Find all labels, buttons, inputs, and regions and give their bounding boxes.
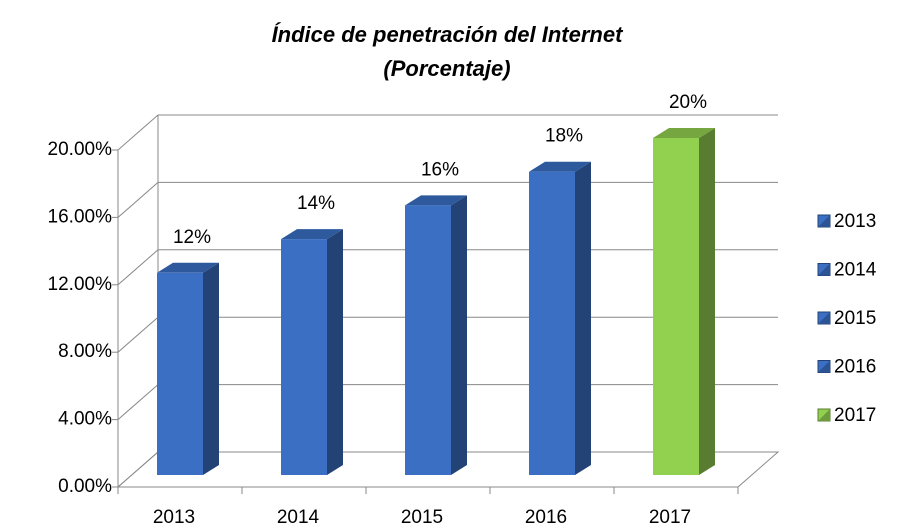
bar-front	[281, 239, 327, 475]
bar-side	[451, 195, 467, 475]
y-tick-label: 12.00%	[48, 274, 113, 295]
legend-label: 2017	[834, 405, 876, 426]
bar-front	[529, 171, 575, 475]
bar-front	[405, 205, 451, 475]
chart-subtitle: (Porcentaje)	[383, 56, 510, 81]
x-tick-label: 2014	[277, 507, 320, 528]
value-label: 16%	[421, 159, 459, 180]
bar	[157, 262, 219, 475]
value-label: 14%	[297, 193, 335, 214]
legend-swatch-shade	[818, 312, 830, 324]
y-tick-label: 4.00%	[58, 409, 112, 430]
x-tick-label: 2016	[525, 507, 567, 528]
legend-label: 2013	[834, 211, 876, 232]
bar-top	[529, 161, 591, 172]
y-tick-label: 20.00%	[48, 139, 113, 160]
bar-side	[203, 262, 219, 475]
value-label: 18%	[545, 126, 583, 147]
bar-top	[405, 195, 467, 206]
y-tick-label: 8.00%	[58, 341, 112, 362]
x-tick-label: 2015	[401, 507, 443, 528]
legend-label: 2014	[834, 260, 877, 281]
legend-label: 2015	[834, 308, 876, 329]
legend-label: 2016	[834, 357, 876, 378]
legend-swatch-shade	[818, 215, 830, 227]
bar-side	[699, 128, 715, 475]
chart-title: Índice de penetración del Internet	[272, 22, 625, 47]
bar-front	[157, 272, 203, 475]
bar-side	[575, 161, 591, 475]
bar-side	[327, 229, 343, 475]
y-tick-label: 0.00%	[58, 476, 112, 497]
legend-swatch-shade	[818, 409, 830, 421]
y-tick-label: 16.00%	[48, 206, 113, 227]
legend-swatch-shade	[818, 263, 830, 276]
legend-swatch-shade	[818, 360, 830, 373]
bar-top	[157, 262, 219, 273]
bar	[529, 161, 591, 475]
bar	[405, 195, 467, 475]
bar	[653, 128, 715, 475]
bar	[281, 229, 343, 475]
bar-top	[281, 229, 343, 240]
value-label: 12%	[173, 227, 211, 248]
bar-front	[653, 138, 699, 475]
value-label: 20%	[669, 92, 707, 113]
bar-top	[653, 128, 715, 138]
x-tick-label: 2017	[649, 507, 691, 528]
x-tick-label: 2013	[153, 507, 195, 528]
grid-line	[117, 114, 778, 151]
